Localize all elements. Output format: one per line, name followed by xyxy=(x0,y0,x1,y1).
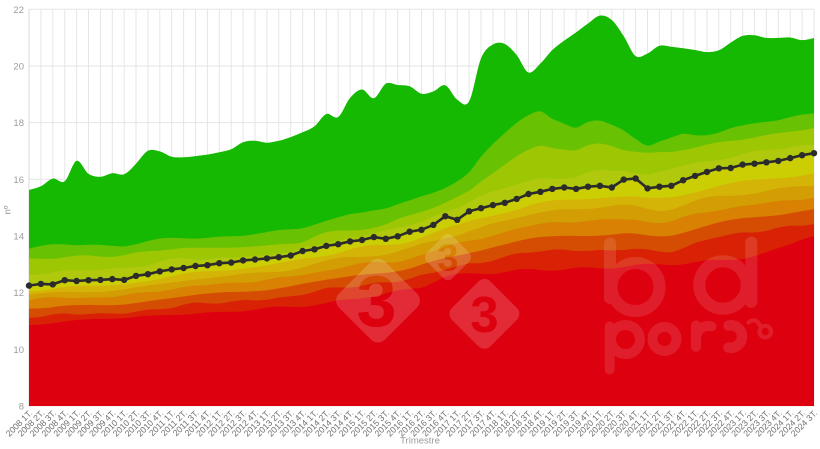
svg-text:8: 8 xyxy=(19,402,24,413)
svg-text:12: 12 xyxy=(13,288,24,299)
svg-text:10: 10 xyxy=(13,345,24,356)
svg-text:20: 20 xyxy=(13,62,24,73)
svg-text:18: 18 xyxy=(13,118,24,129)
svg-text:22: 22 xyxy=(13,5,24,16)
svg-text:Trimestre: Trimestre xyxy=(400,436,440,447)
svg-text:16: 16 xyxy=(13,175,24,186)
svg-text:14: 14 xyxy=(13,232,24,243)
svg-text:nº: nº xyxy=(3,205,14,214)
